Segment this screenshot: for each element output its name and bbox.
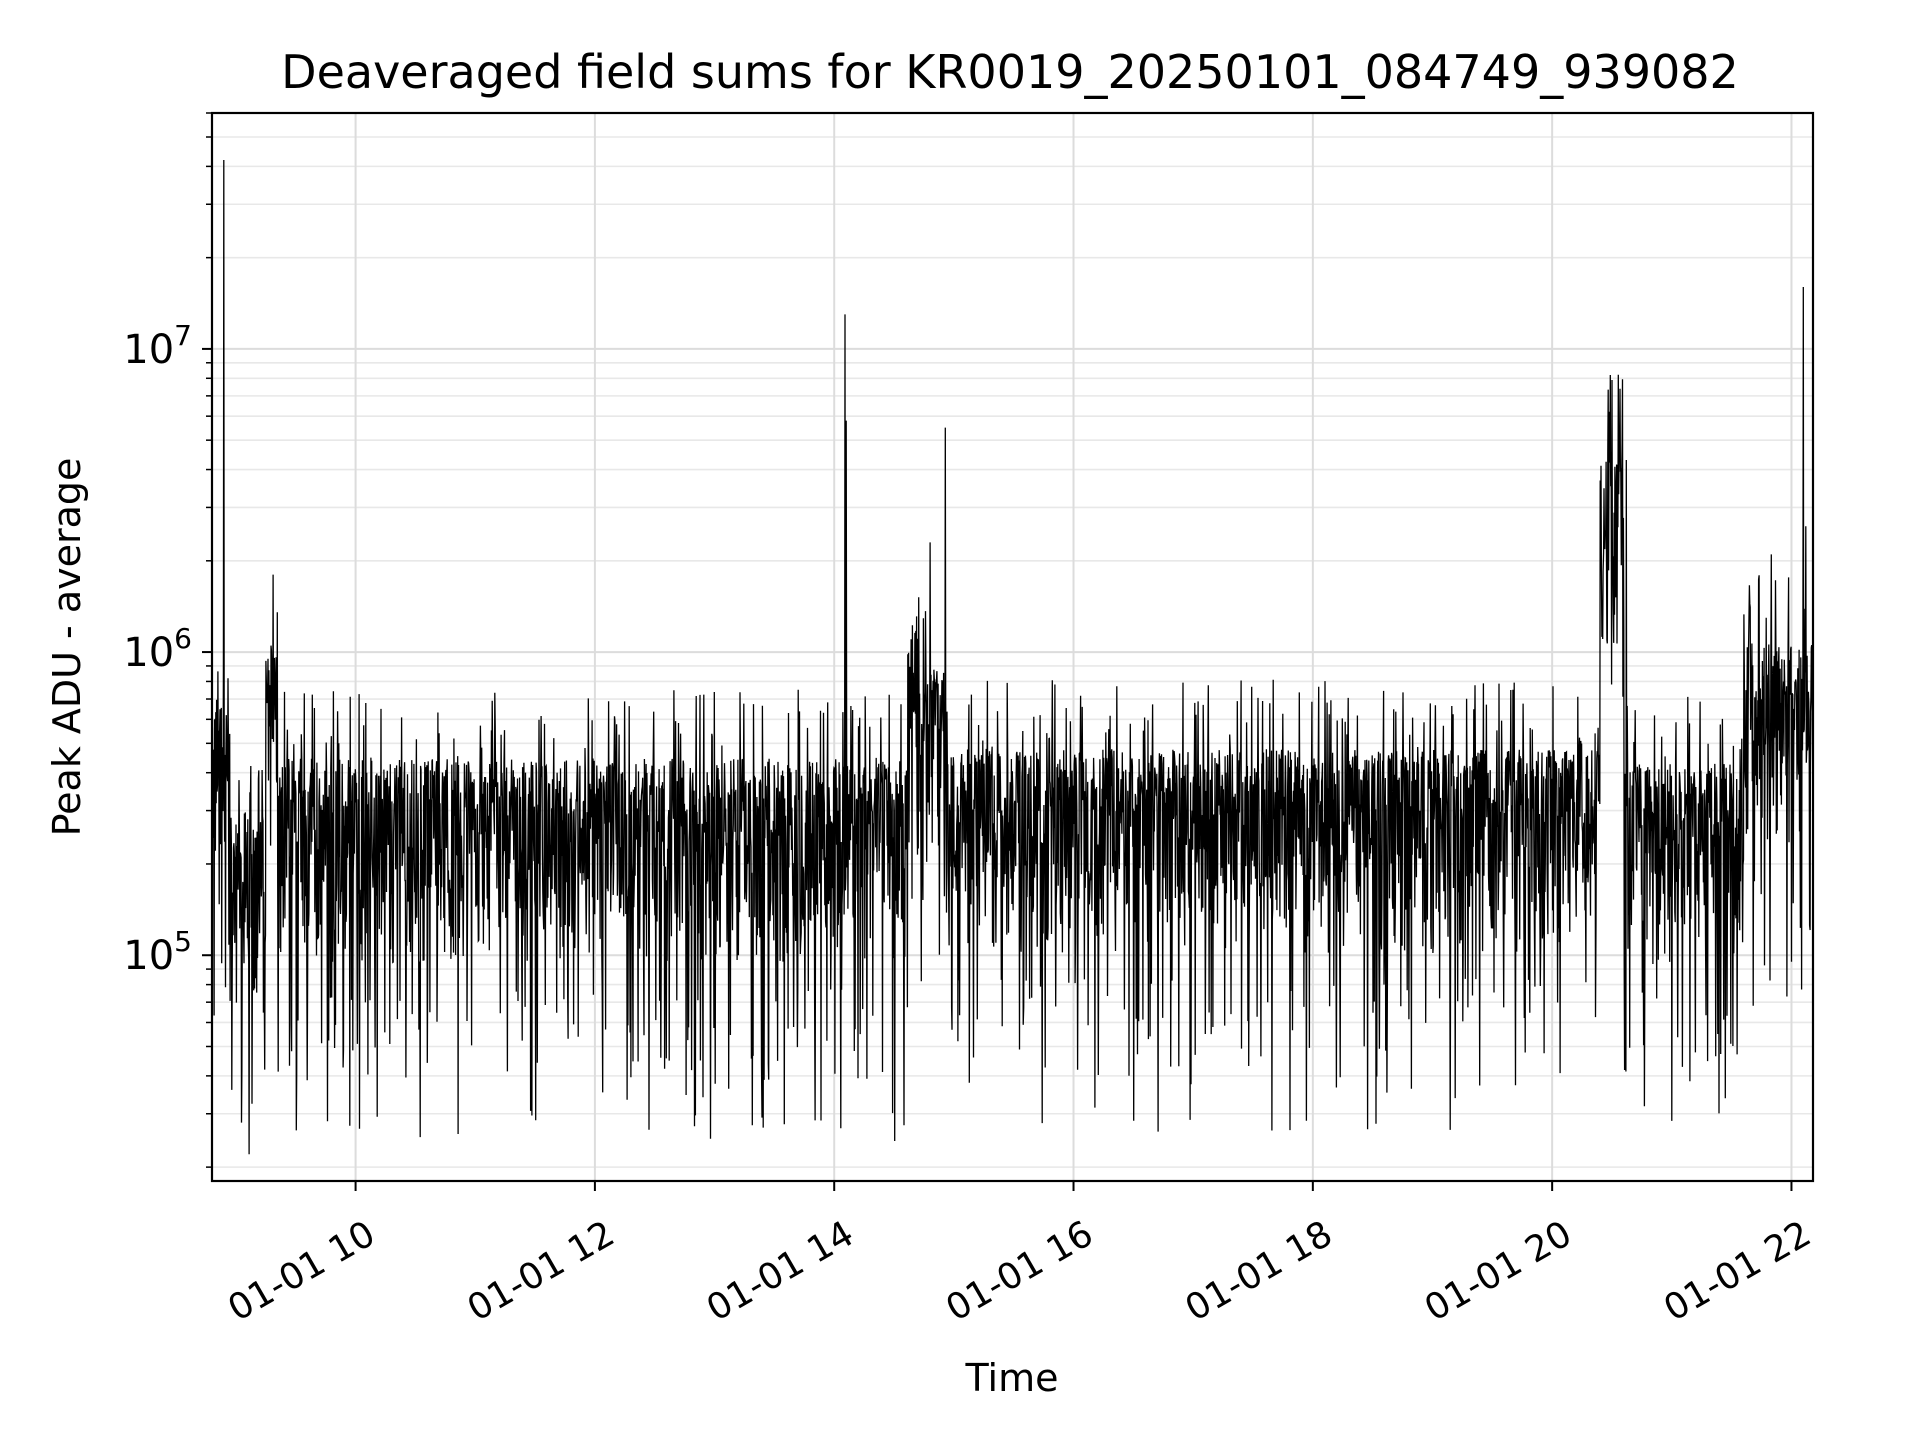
y-tick-label: 106 [123,622,192,676]
y-tick-label: 107 [123,319,192,373]
y-tick-label: 105 [123,925,192,979]
plot-frame [210,111,1815,1183]
y-axis: 105 106 107 [123,112,212,1168]
series-line [211,159,1814,1155]
x-axis-label: Time [965,1356,1059,1400]
chart-title: Deaveraged field sums for KR0019_2025010… [281,45,1739,99]
series-path [211,159,1814,1155]
y-axis-label: Peak ADU - average [45,458,89,837]
